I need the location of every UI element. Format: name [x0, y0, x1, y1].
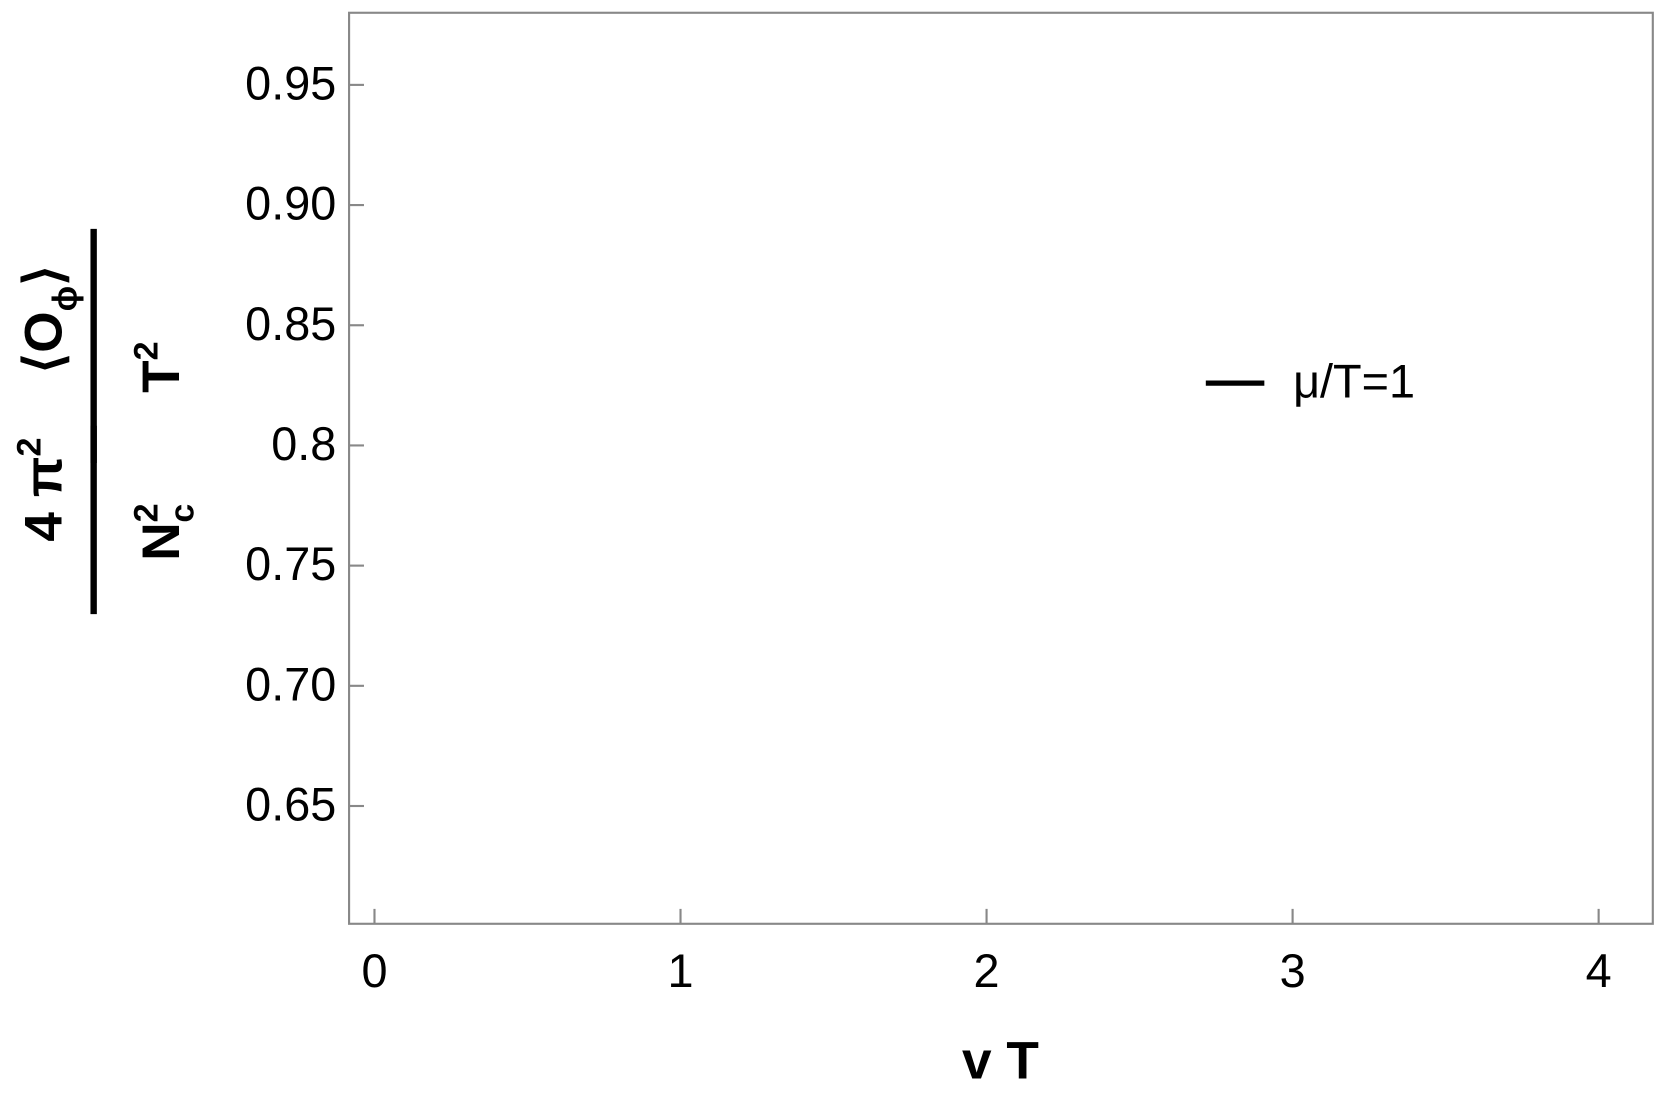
x-tick-label: 1	[667, 945, 693, 997]
y-tick-label: 0.70	[245, 658, 336, 710]
y-tick-label: 0.90	[245, 178, 336, 230]
y-tick-label: 0.75	[245, 538, 336, 590]
y-label-part: ⟨O	[15, 311, 74, 373]
y-tick-label: 0.65	[245, 779, 336, 831]
y-label-part: 2	[128, 341, 166, 360]
y-label-num-2: ⟨Oϕ⟩	[15, 265, 85, 373]
y-tick-label: 0.8	[271, 418, 336, 470]
y-label-part: 2	[128, 503, 166, 522]
y-label-num-1: 4 π2	[10, 438, 73, 542]
y-label-part: T	[132, 360, 191, 393]
y-label-part: c	[164, 504, 202, 523]
x-tick-label: 3	[1280, 945, 1306, 997]
y-axis-label: 4 π2 N2c ⟨Oϕ⟩ T2	[10, 228, 202, 615]
y-tick-label: 0.95	[245, 57, 336, 109]
legend-entry: μ/T=1	[1293, 356, 1415, 408]
y-tick-label: 0.85	[245, 298, 336, 350]
x-tick-label: 0	[361, 945, 387, 997]
y-label-part: 2	[10, 438, 48, 457]
y-label-part: 4 π	[15, 456, 74, 541]
y-label-part: ⟩	[15, 265, 74, 286]
y-label-den-1: N2c	[128, 503, 202, 560]
y-label-den-2: T2	[128, 341, 191, 392]
plot-frame	[348, 11, 1654, 925]
x-axis-label: v T	[962, 1031, 1039, 1090]
x-tick-label: 2	[974, 945, 1000, 997]
x-tick-label: 4	[1586, 945, 1612, 997]
y-label-part: N	[132, 522, 191, 560]
y-label-part: ϕ	[47, 286, 85, 312]
